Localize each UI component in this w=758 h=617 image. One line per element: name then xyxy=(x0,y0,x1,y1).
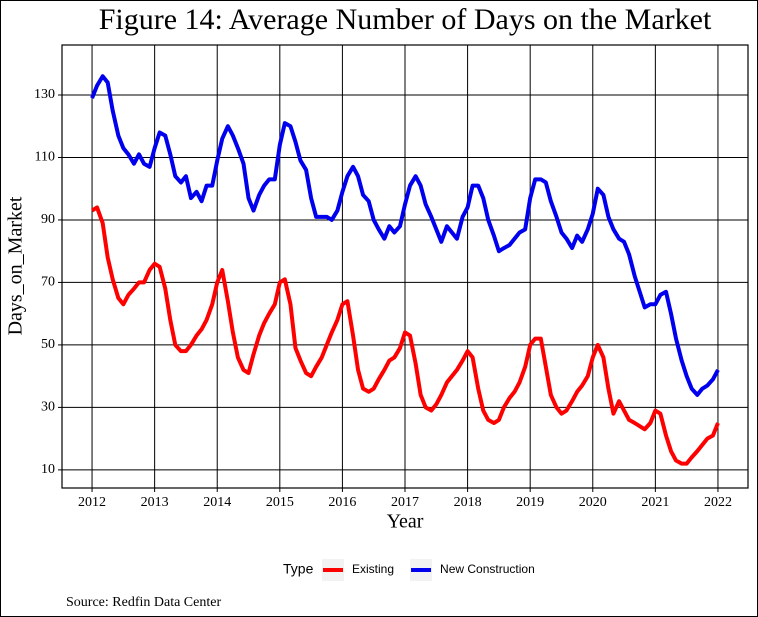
legend-title: Type xyxy=(283,561,314,577)
y-tick-label: 70 xyxy=(41,275,55,290)
x-axis-label: Year xyxy=(387,511,424,533)
x-tick-label: 2019 xyxy=(516,495,544,510)
y-tick-label: 10 xyxy=(41,462,55,477)
x-tick-label: 2012 xyxy=(78,495,106,510)
x-tick-label: 2014 xyxy=(203,495,231,510)
x-tick-label: 2018 xyxy=(454,495,482,510)
x-tick-label: 2016 xyxy=(328,495,356,510)
y-tick-label: 130 xyxy=(34,87,55,102)
x-tick-label: 2017 xyxy=(391,495,419,510)
data-line xyxy=(90,74,720,397)
legend-label: New Construction xyxy=(440,562,535,576)
caption: Source: Redfin Data Center xyxy=(66,595,221,610)
y-tick-label: 90 xyxy=(41,212,55,227)
plot-border xyxy=(61,44,749,489)
y-tick-label: 110 xyxy=(35,150,55,165)
legend-label: Existing xyxy=(352,562,394,576)
y-tick-label: 30 xyxy=(41,400,55,415)
x-tick-label: 2013 xyxy=(141,495,169,510)
y-tick-label: 50 xyxy=(41,337,55,352)
chart-title: Figure 14: Average Number of Days on the… xyxy=(99,3,712,36)
x-tick-label: 2021 xyxy=(641,495,669,510)
x-tick-label: 2022 xyxy=(704,495,732,510)
x-tick-label: 2015 xyxy=(266,495,294,510)
x-tick-label: 2020 xyxy=(579,495,607,510)
y-axis-label: Days_on_Market xyxy=(5,196,27,335)
data-line xyxy=(90,205,720,466)
